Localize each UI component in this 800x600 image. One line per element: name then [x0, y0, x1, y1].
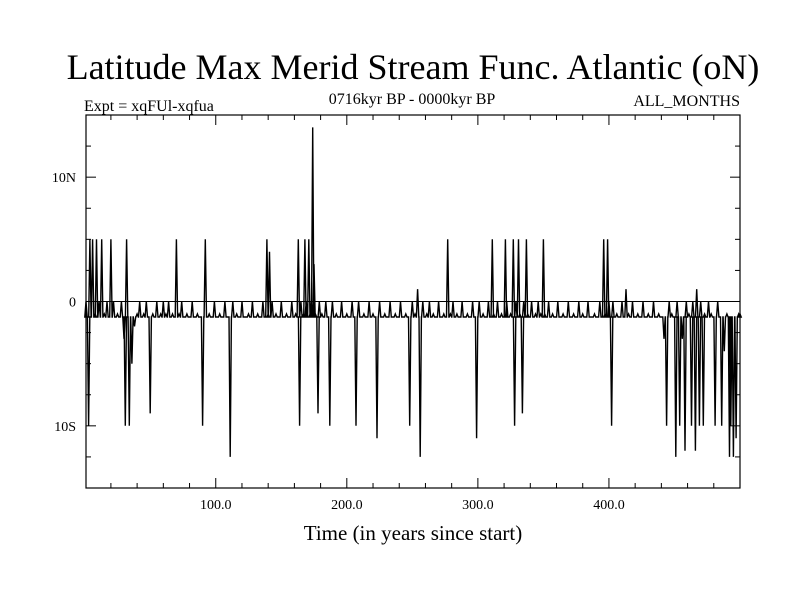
x-axis-label: Time (in years since start) [304, 521, 523, 545]
experiment-label: Expt = xqFUl-xqfua [84, 98, 214, 115]
y-tick-label: 0 [69, 296, 76, 311]
y-tick-label: 10N [52, 171, 76, 186]
plot-frame [85, 114, 741, 489]
y-tick-labels: 10N 0 10S [52, 171, 76, 435]
series-line [84, 127, 743, 457]
plot-area: 100.0 200.0 300.0 400.0 10N 0 10S [52, 114, 743, 513]
x-tick-label: 300.0 [462, 498, 494, 513]
major-ticks [86, 115, 740, 488]
x-tick-labels: 100.0 200.0 300.0 400.0 [200, 498, 625, 513]
x-tick-label: 100.0 [200, 498, 232, 513]
chart-title: Latitude Max Merid Stream Func. Atlantic… [67, 47, 760, 87]
period-label: 0716kyr BP - 0000kyr BP [329, 91, 496, 108]
season-label: ALL_MONTHS [633, 93, 740, 110]
y-tick-label: 10S [54, 420, 76, 435]
x-tick-label: 200.0 [331, 498, 363, 513]
x-tick-label: 400.0 [593, 498, 625, 513]
